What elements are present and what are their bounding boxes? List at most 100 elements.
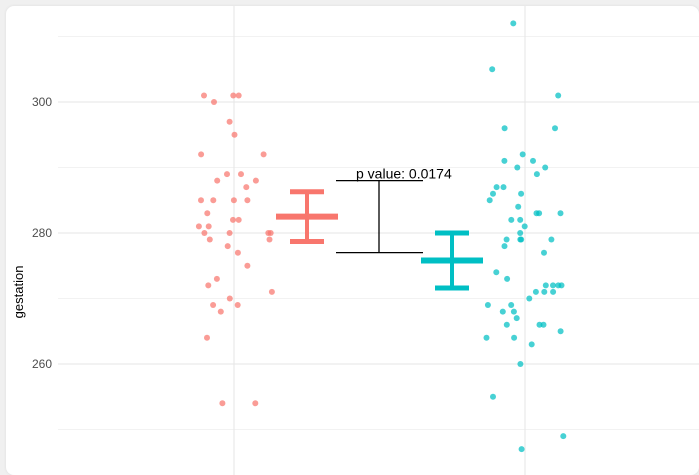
data-point — [552, 125, 558, 132]
data-point — [198, 197, 204, 204]
data-point — [508, 302, 515, 308]
data-point — [503, 321, 510, 328]
data-point — [210, 302, 217, 308]
data-point — [224, 171, 230, 178]
data-point — [532, 288, 539, 295]
data-point — [526, 295, 533, 302]
data-point — [533, 171, 540, 178]
data-point — [260, 151, 267, 158]
data-point — [560, 433, 567, 440]
significance-bracket — [336, 179, 423, 254]
y-tick-label: 260 — [32, 357, 52, 371]
plot-panel: p value: 0.0174 260 280 300 gestation — [6, 6, 699, 475]
data-point — [533, 210, 540, 217]
y-tick-label: 280 — [32, 226, 52, 240]
data-point — [510, 20, 517, 27]
data-point — [542, 282, 549, 289]
data-point — [550, 282, 556, 289]
data-point — [493, 269, 500, 276]
data-point — [510, 308, 517, 315]
data-point — [501, 125, 508, 132]
data-point — [230, 216, 236, 223]
data-point — [541, 288, 548, 295]
data-point — [217, 308, 224, 315]
data-point — [499, 308, 506, 315]
data-point — [557, 210, 564, 217]
data-point — [214, 177, 221, 184]
data-point — [501, 243, 508, 250]
data-point — [493, 184, 500, 191]
data-point — [530, 157, 536, 164]
data-point — [201, 230, 208, 236]
data-point — [548, 236, 555, 243]
y-axis-ticks: 260 280 300 — [32, 95, 52, 371]
data-point — [513, 315, 520, 322]
y-axis-title: gestation — [11, 266, 26, 319]
data-point — [205, 282, 212, 289]
data-point — [508, 216, 515, 223]
data-point — [517, 230, 524, 236]
data-point — [555, 92, 562, 99]
data-point — [550, 288, 557, 295]
data-point — [486, 197, 493, 204]
data-point — [519, 151, 526, 158]
data-point — [213, 275, 220, 282]
data-point — [504, 275, 511, 282]
data-point — [500, 184, 507, 191]
data-point — [490, 190, 496, 197]
data-point — [231, 131, 238, 138]
data-point — [517, 236, 524, 243]
data-point — [226, 230, 233, 236]
data-point — [198, 151, 205, 158]
error-bars — [276, 189, 483, 291]
data-point — [234, 302, 241, 308]
data-point — [489, 66, 496, 73]
data-point — [226, 118, 233, 125]
data-point — [204, 334, 210, 341]
data-point — [501, 157, 508, 164]
data-point — [230, 197, 237, 204]
data-point — [230, 92, 237, 99]
data-point — [252, 400, 259, 407]
data-point — [542, 164, 549, 171]
data-point — [234, 249, 241, 256]
data-point — [557, 328, 564, 335]
data-point — [201, 92, 207, 99]
data-point — [267, 230, 274, 236]
p-value-annotation: p value: 0.0174 — [356, 166, 452, 182]
data-point — [244, 262, 251, 269]
data-point — [195, 223, 202, 230]
data-point — [224, 243, 231, 250]
data-point — [518, 446, 525, 453]
data-point — [517, 216, 524, 223]
scatter-chart: p value: 0.0174 260 280 300 gestation — [11, 6, 699, 475]
data-point — [490, 393, 496, 400]
data-point — [226, 295, 233, 302]
data-point — [541, 249, 547, 256]
data-point — [540, 321, 547, 328]
data-point — [238, 171, 244, 178]
data-point — [219, 400, 226, 407]
data-point — [206, 236, 213, 243]
data-point — [483, 334, 490, 341]
data-point — [555, 282, 562, 289]
data-point — [268, 288, 275, 295]
data-point — [503, 236, 510, 243]
data-point — [528, 341, 535, 348]
data-point — [484, 302, 491, 308]
data-point — [210, 197, 217, 204]
data-point — [235, 92, 242, 99]
data-point — [514, 164, 521, 171]
data-point — [204, 210, 211, 217]
y-tick-label: 300 — [32, 95, 52, 109]
data-point — [266, 236, 273, 243]
data-point — [244, 197, 251, 204]
data-point — [252, 177, 259, 184]
data-point — [211, 99, 217, 105]
data-points — [195, 20, 567, 453]
data-point — [515, 203, 522, 210]
data-point — [517, 361, 524, 367]
data-point — [518, 190, 525, 197]
data-point — [235, 216, 242, 223]
data-point — [205, 223, 212, 230]
